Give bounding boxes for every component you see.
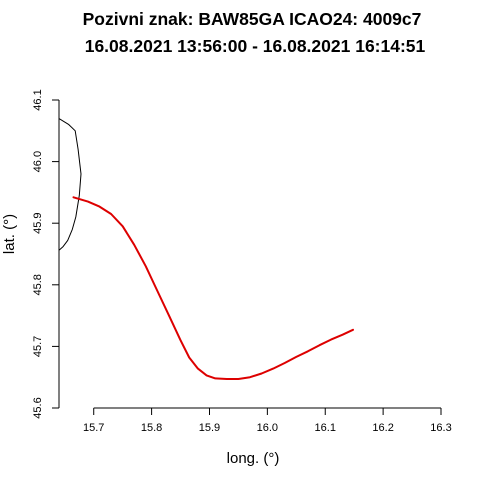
x-axis-label: long. (°) — [227, 450, 280, 467]
y-tick-label: 45.7 — [32, 336, 44, 357]
chart-title-line-2: 16.08.2021 13:56:00 - 16.08.2021 16:14:5… — [85, 36, 426, 56]
x-tick-label: 16.0 — [257, 422, 278, 434]
series-line-2 — [72, 196, 354, 380]
x-tick-label: 15.9 — [199, 422, 220, 434]
x-tick-label: 16.3 — [430, 422, 451, 434]
x-tick-label: 15.8 — [141, 422, 162, 434]
x-tick-label: 16.2 — [372, 422, 393, 434]
series-line-1 — [59, 118, 82, 251]
y-tick-label: 45.8 — [32, 274, 44, 295]
y-tick-label: 45.6 — [32, 397, 44, 418]
y-tick-label: 45.9 — [32, 212, 44, 233]
y-tick-label: 46.1 — [32, 89, 44, 110]
chart-title-line-1: Pozivni znak: BAW85GA ICAO24: 4009c7 — [83, 9, 422, 29]
x-tick-label: 15.7 — [83, 422, 104, 434]
plot-area: 15.7 15.8 15.9 16.0 16.1 16.2 16.3 45.6 45.7 45.8… — [32, 89, 452, 434]
y-tick-label: 46.0 — [32, 151, 44, 172]
x-tick-label: 16.1 — [315, 422, 336, 434]
y-axis-label: lat. (°) — [1, 214, 18, 254]
